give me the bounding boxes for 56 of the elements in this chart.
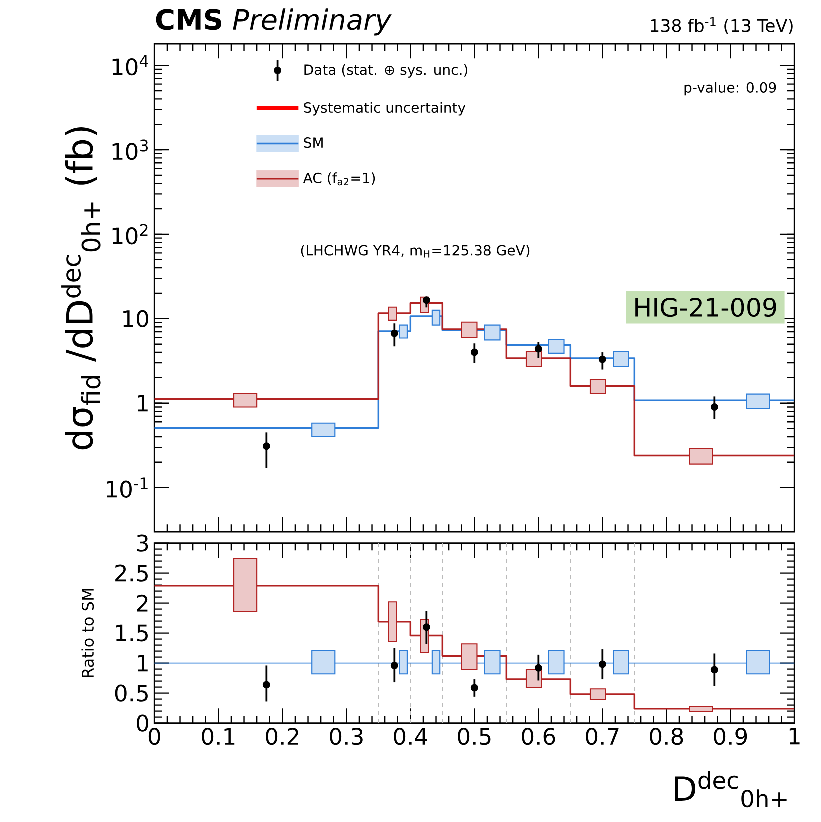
y-tick-label: 2 bbox=[137, 594, 148, 612]
x-tick-label: 0.9 bbox=[714, 728, 748, 746]
annotation: p-value: 0.09 bbox=[684, 82, 776, 96]
x-tick-label: 0.3 bbox=[330, 728, 363, 746]
point bbox=[262, 681, 270, 689]
bar bbox=[461, 644, 478, 670]
legend-label: AC (f$_{a2}$=1) bbox=[303, 172, 376, 186]
x-tick-label: 0.6 bbox=[522, 728, 556, 746]
y-tick-label: 10 bbox=[124, 310, 148, 328]
point bbox=[470, 348, 478, 356]
chart-subtitle: 138 fb$^{-1}$ (13 TeV) bbox=[651, 17, 793, 34]
legend-label: Data (stat. ⊕ sys. unc.) bbox=[304, 64, 468, 78]
x-tick-label: 0.4 bbox=[394, 728, 428, 746]
y-tick-label: 3 bbox=[137, 534, 148, 552]
y-axis-title: Ratio to SM bbox=[82, 589, 94, 678]
x-tick-label: 0.7 bbox=[586, 728, 619, 746]
y-tick-label: 1 bbox=[138, 655, 148, 672]
bar bbox=[461, 322, 478, 338]
annotation: (LHCHWG YR4, m$_{H}$=125.38 GeV) bbox=[301, 244, 530, 258]
point bbox=[710, 404, 718, 411]
annotation: Systematic uncertainty bbox=[304, 102, 466, 116]
y-axis-title: dσ$_{fid}$ /dD$^{dec}$$_{0h+}$ (fb) bbox=[62, 127, 101, 450]
point bbox=[534, 664, 542, 672]
bar bbox=[548, 339, 565, 354]
y-tick-label: 0 bbox=[137, 714, 148, 732]
y-tick-label: 10$^{2}$ bbox=[112, 224, 148, 245]
point bbox=[710, 666, 718, 674]
y-tick-label: 1 bbox=[138, 395, 148, 412]
bar bbox=[590, 379, 606, 394]
point bbox=[470, 684, 478, 692]
x-tick-label: 0.5 bbox=[458, 728, 491, 746]
x-axis-title: D$^{dec}$0h+ bbox=[675, 771, 787, 808]
legend-label: SM bbox=[304, 138, 323, 148]
y-tick-label: 2.5 bbox=[116, 564, 148, 582]
y-tick-label: 0.5 bbox=[115, 684, 148, 702]
bar bbox=[613, 351, 630, 368]
point bbox=[534, 345, 542, 353]
y-tick-label: 10$^{-1}$ bbox=[107, 478, 148, 498]
point bbox=[262, 442, 270, 450]
point bbox=[598, 356, 606, 364]
chart-title: CMS Preliminary bbox=[156, 8, 392, 36]
point bbox=[422, 624, 430, 632]
x-tick-label: 0.2 bbox=[266, 728, 298, 746]
annotation: HIG-21-009 bbox=[636, 298, 776, 318]
bar bbox=[484, 324, 501, 341]
point bbox=[390, 662, 398, 670]
bar bbox=[590, 688, 606, 700]
y-tick-label: 10$^{3}$ bbox=[112, 140, 148, 160]
x-tick-label: 0.8 bbox=[650, 728, 684, 746]
point bbox=[422, 296, 430, 304]
y-tick-label: 10$^{4}$ bbox=[112, 55, 148, 76]
y-tick-label: 1.5 bbox=[116, 624, 148, 642]
point bbox=[390, 330, 398, 338]
point bbox=[598, 660, 606, 668]
x-tick-label: 1 bbox=[790, 728, 800, 745]
x-tick-label: 0.1 bbox=[202, 728, 235, 746]
